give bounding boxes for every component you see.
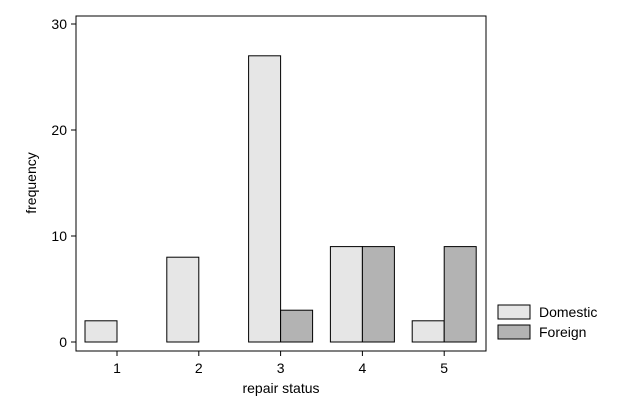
x-tick-label: 5 [440,360,448,376]
bar-domestic-3 [248,55,282,343]
legend-label-foreign: Foreign [539,324,586,340]
y-tick-label: 10 [51,228,67,244]
bar-foreign-4 [361,246,395,343]
bar-foreign-3 [280,309,314,343]
x-tick-label: 2 [195,360,203,376]
x-tick-label: 1 [113,360,121,376]
x-axis-title: repair status [242,380,319,396]
bar-foreign-5 [443,246,477,343]
legend: Domestic Foreign [497,304,597,340]
y-tick-label: 0 [59,334,67,350]
y-axis: 0 10 20 30 [51,16,76,350]
bar-domestic-2 [166,256,200,343]
legend-label-domestic: Domestic [539,304,597,320]
y-tick-label: 20 [51,122,67,138]
y-tick-label: 30 [51,16,67,32]
x-tick-label: 3 [277,360,285,376]
x-axis: 1 2 3 4 5 [113,351,448,376]
bar-domestic-1 [84,320,118,343]
legend-swatch-domestic [497,304,531,320]
x-tick-label: 4 [359,360,367,376]
bars [84,55,477,343]
legend-swatch-foreign [497,324,531,340]
bar-domestic-4 [329,246,363,343]
bar-domestic-5 [411,320,445,343]
y-axis-title: frequency [23,152,39,213]
